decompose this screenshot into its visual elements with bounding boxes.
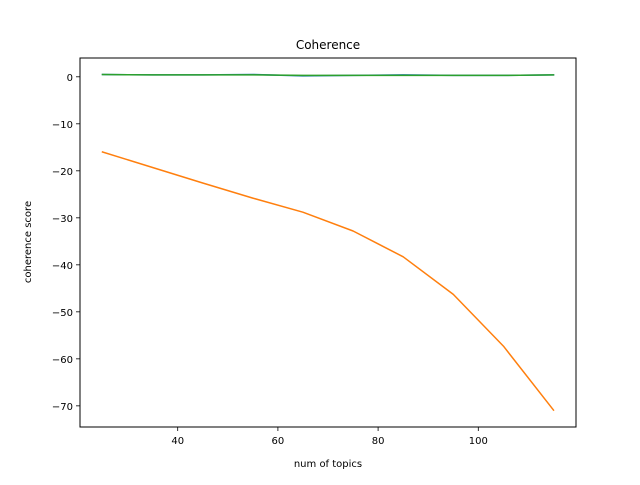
y-tick-label: −70	[52, 402, 73, 413]
y-tick-label: −20	[52, 167, 73, 178]
y-tick-label: 0	[67, 73, 73, 84]
series-layer	[101, 73, 555, 412]
y-axis-label: coherence score	[23, 201, 34, 283]
y-tick-label: −10	[52, 120, 73, 131]
x-tick-label: 60	[272, 436, 285, 447]
plot-frame	[79, 57, 577, 428]
chart-title: Coherence	[296, 38, 360, 52]
y-tick-label: −50	[52, 308, 73, 319]
y-axis-ticks: 0 −10 −20 −30 −40 −50 −60 −70	[52, 73, 80, 413]
x-axis-label: num of topics	[294, 459, 362, 470]
y-tick-label: −40	[52, 261, 73, 272]
x-tick-label: 100	[469, 436, 488, 447]
x-tick-label: 80	[372, 436, 385, 447]
x-axis-ticks: 40 60 80 100	[171, 427, 488, 447]
series-line-3	[101, 73, 555, 77]
series-line-2	[101, 151, 555, 412]
y-tick-label: −30	[52, 214, 73, 225]
y-tick-label: −60	[52, 355, 73, 366]
x-tick-label: 40	[171, 436, 184, 447]
